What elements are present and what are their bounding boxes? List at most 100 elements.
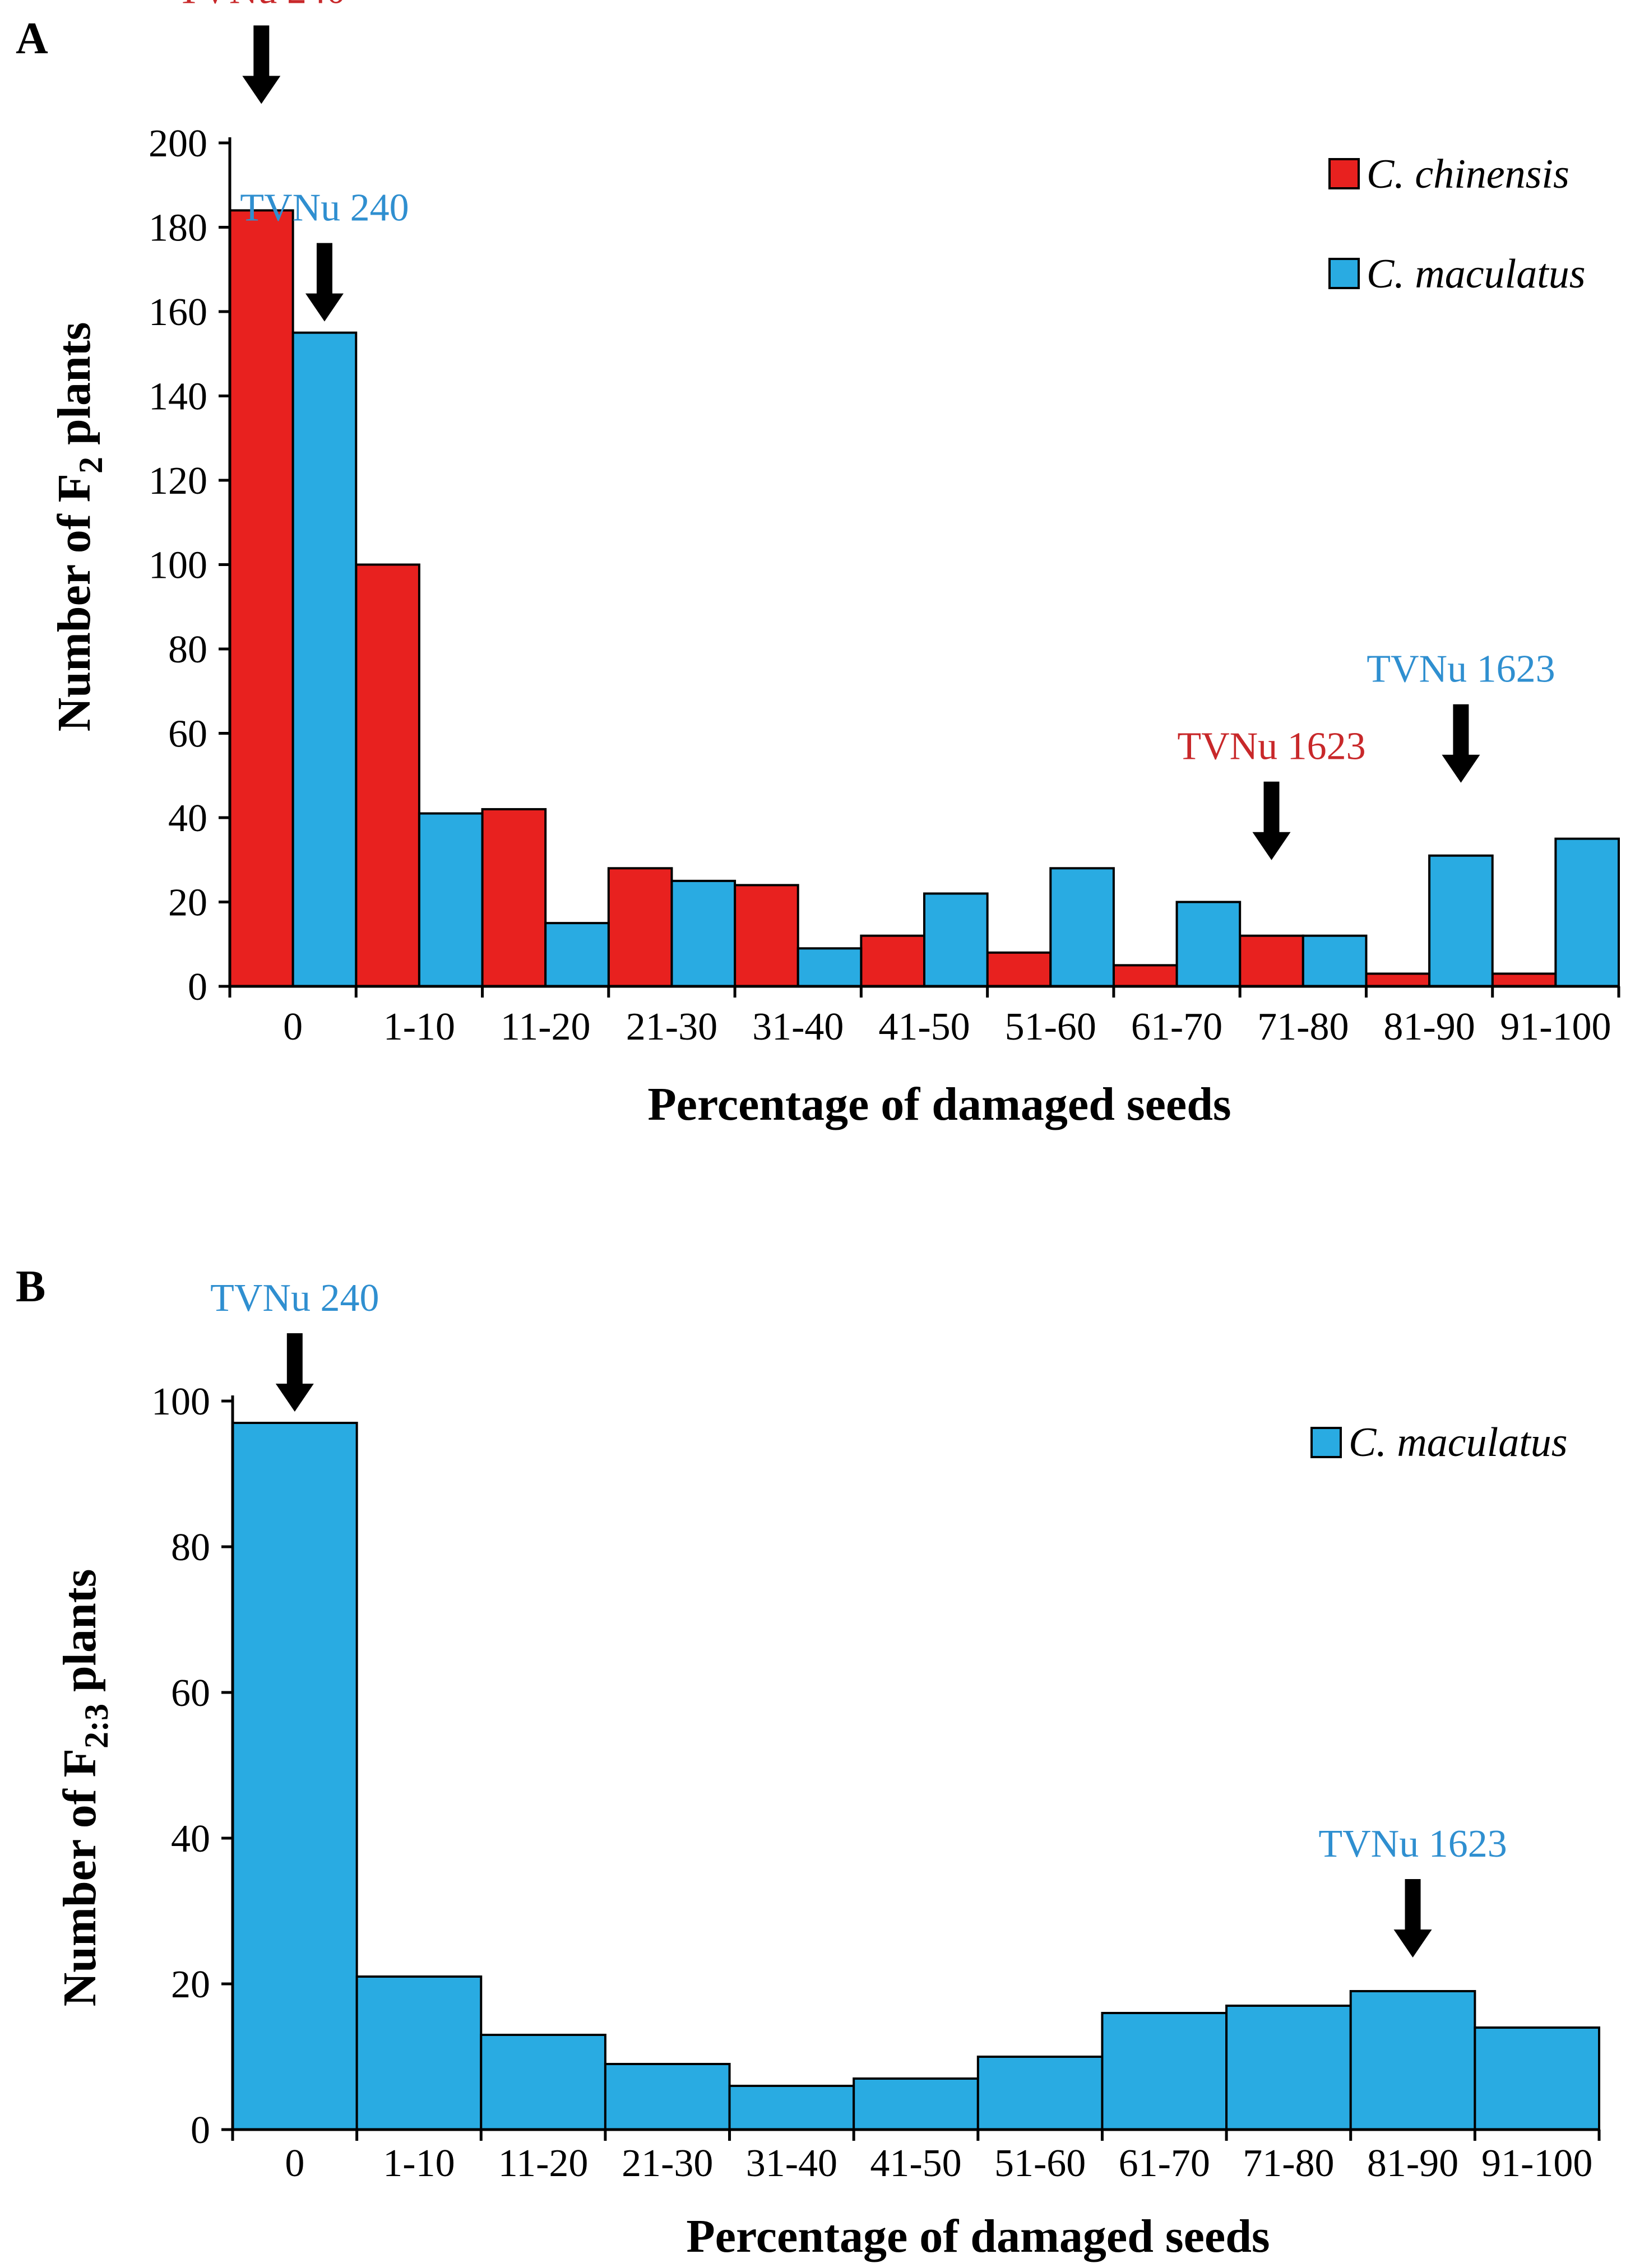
panel-a-x-axis-title: Percentage of damaged seeds <box>647 1078 1231 1130</box>
bar-maculatus-31-40 <box>728 2085 855 2131</box>
bar-maculatus-21-30 <box>670 879 737 987</box>
bar-maculatus-31-40 <box>796 947 863 988</box>
legend-swatch-maculatus <box>1310 1427 1342 1458</box>
y-tick-label: 60 <box>168 713 207 756</box>
panel-b-letter: B <box>16 1262 45 1311</box>
bar-chinensis-1-10 <box>355 563 420 987</box>
down-arrow-head-icon <box>275 1384 314 1412</box>
x-tick-label: 51-60 <box>994 2142 1086 2185</box>
annotation-label: TVNu 240 <box>210 1277 379 1320</box>
panel-a-letter: A <box>16 14 48 63</box>
x-tick-label: 71-80 <box>1257 1005 1349 1049</box>
down-arrow-head-icon <box>1393 1930 1432 1958</box>
panel-b-bars <box>231 1422 1600 2131</box>
x-tick-label: 61-70 <box>1119 2142 1210 2185</box>
bar-maculatus-61-70 <box>1101 2012 1228 2131</box>
annotation-arrow-group: TVNu 240 <box>240 187 409 322</box>
panel-a-legend: C. chinensis C. maculatus <box>1328 151 1586 297</box>
y-tick-label: 180 <box>149 207 207 250</box>
x-tick-label: 21-30 <box>622 2142 713 2185</box>
down-arrow-head-icon <box>242 76 281 104</box>
bar-maculatus-41-50 <box>853 2077 979 2131</box>
bar-chinensis-81-90 <box>1365 972 1431 988</box>
annotation-arrow-group: TVNu 240 <box>210 1277 379 1412</box>
down-arrow-icon <box>316 243 332 296</box>
annotation-label: TVNu 1623 <box>1177 725 1365 768</box>
bar-maculatus-0 <box>291 331 358 987</box>
y-tick-label: 0 <box>191 2109 210 2152</box>
legend-swatch-chinensis <box>1328 158 1360 189</box>
bar-maculatus-91-100 <box>1474 2026 1600 2131</box>
bar-maculatus-11-20 <box>544 922 610 987</box>
panel-b-x-axis-title: Percentage of damaged seeds <box>686 2210 1270 2262</box>
annotation-arrow-group: TVNu 1623 <box>1367 648 1555 783</box>
annotation-arrow-group: TVNu 240 <box>177 0 346 104</box>
annotation-label: TVNu 1623 <box>1318 1822 1507 1866</box>
y-tick-label: 100 <box>151 1380 210 1423</box>
down-arrow-icon <box>286 1333 303 1386</box>
x-tick-label: 41-50 <box>878 1005 970 1049</box>
legend-swatch-maculatus <box>1328 258 1360 289</box>
y-tick-label: 40 <box>171 1817 210 1861</box>
bar-maculatus-81-90 <box>1349 1990 1476 2131</box>
x-tick-label: 91-100 <box>1481 2142 1592 2185</box>
bar-maculatus-41-50 <box>923 892 989 987</box>
bar-chinensis-71-80 <box>1239 934 1304 987</box>
legend-label-maculatus: C. maculatus <box>1367 251 1586 297</box>
bar-chinensis-0 <box>229 209 294 987</box>
bar-maculatus-71-80 <box>1301 934 1368 987</box>
bar-maculatus-21-30 <box>604 2063 731 2131</box>
y-tick-label: 20 <box>171 1963 210 2006</box>
down-arrow-head-icon <box>305 293 344 322</box>
y-tick-label: 100 <box>149 544 207 587</box>
bar-maculatus-1-10 <box>418 812 484 987</box>
down-arrow-head-icon <box>1442 754 1480 783</box>
panel-a: A 0 20 40 60 80 100 120 140 160 180 200 0 1-10 11-20… <box>16 0 1620 1130</box>
panel-b: B 0 20 40 60 80 100 0 1-10 11-20 21-30 31-40 41-50… <box>16 1262 1601 2262</box>
bar-maculatus-1-10 <box>355 1975 483 2131</box>
y-tick-label: 40 <box>168 797 207 840</box>
bar-maculatus-51-60 <box>1049 867 1115 988</box>
y-tick-label: 200 <box>149 122 207 165</box>
down-arrow-icon <box>1263 781 1280 835</box>
annotation-arrow-group: TVNu 1623 <box>1177 725 1366 860</box>
x-tick-label: 0 <box>283 1005 303 1049</box>
panel-b-legend: C. maculatus <box>1310 1420 1568 1465</box>
down-arrow-head-icon <box>1252 832 1291 860</box>
down-arrow-icon <box>1453 704 1469 758</box>
down-arrow-icon <box>1405 1879 1421 1932</box>
bar-maculatus-11-20 <box>480 2034 606 2131</box>
y-tick-label: 80 <box>168 628 207 671</box>
x-tick-label: 1-10 <box>383 1005 455 1049</box>
bar-chinensis-21-30 <box>607 867 673 988</box>
x-tick-label: 91-100 <box>1500 1005 1611 1049</box>
x-tick-label: 31-40 <box>752 1005 844 1049</box>
y-tick-label: 160 <box>149 291 207 334</box>
x-tick-label: 51-60 <box>1005 1005 1096 1049</box>
panel-b-y-axis-title: Number of F2:3 plants <box>54 1569 115 2007</box>
y-tick-label: 120 <box>149 460 207 503</box>
down-arrow-icon <box>253 25 270 79</box>
x-tick-label: 71-80 <box>1243 2142 1334 2185</box>
bar-maculatus-51-60 <box>976 2056 1104 2131</box>
bar-maculatus-61-70 <box>1175 901 1242 987</box>
y-tick-label: 140 <box>149 375 207 419</box>
bar-chinensis-31-40 <box>734 884 799 988</box>
y-tick-label: 20 <box>168 882 207 925</box>
legend-label-maculatus: C. maculatus <box>1349 1420 1568 1465</box>
annotation-arrow-group: TVNu 1623 <box>1318 1822 1507 1958</box>
bar-chinensis-61-70 <box>1112 964 1178 987</box>
y-tick-label: 80 <box>171 1526 210 1569</box>
x-tick-label: 1-10 <box>383 2142 455 2185</box>
x-tick-label: 81-90 <box>1367 2142 1458 2185</box>
x-tick-label: 11-20 <box>501 1005 591 1049</box>
bar-maculatus-81-90 <box>1428 854 1494 987</box>
x-tick-label: 61-70 <box>1131 1005 1222 1049</box>
bar-maculatus-71-80 <box>1225 2005 1352 2131</box>
bar-chinensis-91-100 <box>1491 972 1557 988</box>
panel-a-y-axis-title: Number of F2 plants <box>48 322 109 732</box>
panel-a-bars <box>229 209 1620 988</box>
x-tick-label: 0 <box>285 2142 304 2185</box>
bar-chinensis-11-20 <box>481 808 547 987</box>
